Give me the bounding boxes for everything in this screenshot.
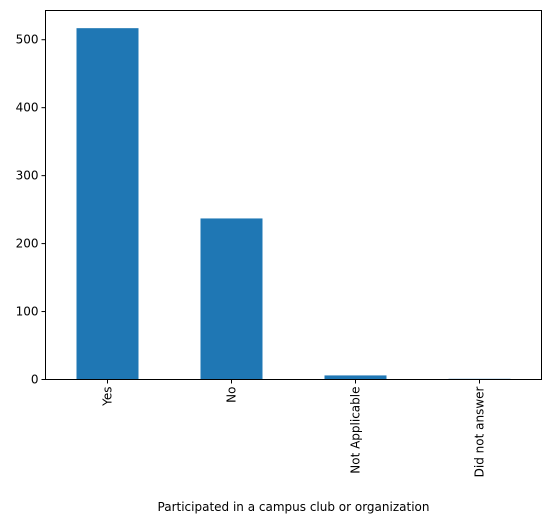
y-tick-label: 300 <box>16 169 39 183</box>
x-tick-label: Yes <box>101 387 115 407</box>
y-tick-label: 200 <box>16 237 39 251</box>
plot-frame <box>45 10 542 380</box>
x-tick-label: No <box>225 387 239 403</box>
y-tick-label: 100 <box>16 305 39 319</box>
y-tick-label: 0 <box>31 373 39 387</box>
x-tick-label: Did not answer <box>473 386 487 477</box>
x-axis: Yes No Not Applicable Did not answer <box>101 379 487 477</box>
x-tick-label: Not Applicable <box>349 387 363 474</box>
x-axis-title: Participated in a campus club or organiz… <box>158 500 430 514</box>
y-axis: 0 100 200 300 400 500 <box>16 33 46 387</box>
bar <box>324 375 387 380</box>
bar <box>200 218 263 380</box>
y-tick-label: 400 <box>16 101 39 115</box>
bar <box>76 28 139 380</box>
bars-group <box>76 28 511 380</box>
y-tick-label: 500 <box>16 33 39 47</box>
